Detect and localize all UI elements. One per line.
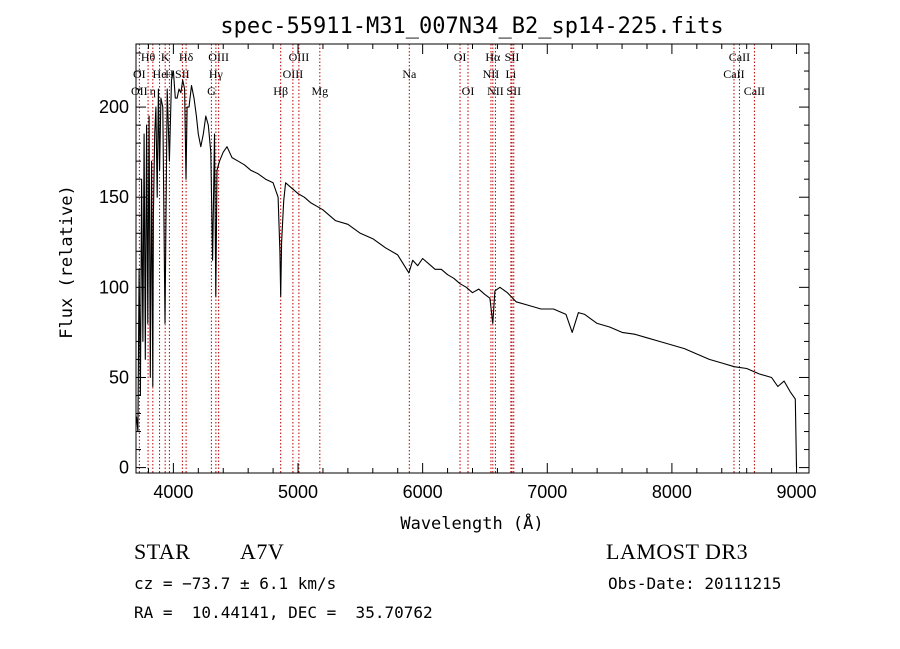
spectral-subclass: A7V (240, 539, 285, 564)
spectral-line-label: Hδ (179, 50, 194, 64)
object-class: STAR (134, 539, 191, 564)
y-tick-label: 150 (99, 187, 129, 207)
spectral-line-label: CaII (723, 67, 744, 81)
spectral-line-label: OI (462, 84, 475, 98)
spectral-line-label: K (161, 50, 170, 64)
chart-title: spec-55911-M31_007N34_B2_sp14-225.fits (220, 14, 723, 39)
spectral-line-label: OIII (283, 67, 304, 81)
x-tick-label: 5000 (278, 482, 318, 502)
spectral-line-label: NII (487, 84, 504, 98)
spectral-line-label: Na (402, 67, 417, 81)
x-tick-label: 4000 (153, 482, 193, 502)
spectral-line-label: η (150, 84, 156, 98)
spectral-line-label: OI (133, 67, 146, 81)
y-axis: 0 50 100 150 200 (99, 52, 809, 478)
spectral-line-label: OII (131, 84, 148, 98)
y-tick-label: 200 (99, 97, 129, 117)
x-tick-label: 7000 (527, 482, 567, 502)
spectral-line-label: CaII (744, 84, 765, 98)
spectral-line-label: Hγ (209, 67, 224, 81)
spectral-line-label: Li (506, 67, 517, 81)
spectral-line-label: NII (483, 67, 500, 81)
y-tick-label: 50 (109, 367, 129, 387)
spectrum-line (135, 70, 798, 468)
spectral-line-label: OI (454, 50, 467, 64)
y-tick-label: 100 (99, 277, 129, 297)
spectral-line-label: CaII (729, 50, 750, 64)
x-axis: 4000 5000 6000 7000 8000 9000 (147, 44, 817, 502)
x-axis-label: Wavelength (Å) (400, 512, 543, 534)
spectral-line-label: Mg (311, 84, 328, 98)
coordinates: RA = 10.44141, DEC = 35.70762 (134, 603, 433, 622)
spectral-line-label: Hβ (273, 84, 288, 98)
spectral-line-label: OIII (289, 50, 310, 64)
x-tick-label: 9000 (777, 482, 817, 502)
spectral-line-markers (138, 44, 755, 473)
observation-date: Obs-Date: 20111215 (608, 574, 782, 593)
redshift-cz: cz = −73.7 ± 6.1 km/s (134, 574, 337, 593)
spectral-line-label: Hα (485, 50, 501, 64)
spectral-line-label: G (207, 84, 216, 98)
survey-name: LAMOST DR3 (606, 539, 749, 564)
y-tick-label: 0 (119, 458, 129, 478)
spectral-line-labels: OII Hθ OI He η KH Hδ SII OIII Hγ G Hβ OIII OIII Mg Na OI… (131, 50, 765, 98)
spectral-line-label: He (153, 67, 167, 81)
spectral-line-label: OIII (208, 50, 229, 64)
x-tick-label: 8000 (652, 482, 692, 502)
plot-frame (135, 43, 810, 474)
x-tick-label: 6000 (403, 482, 443, 502)
spectral-line-label: SII (506, 84, 521, 98)
spectral-line-label: SII (505, 50, 520, 64)
spectral-line-label: Hθ (141, 50, 156, 64)
spectral-line-label: H (165, 67, 174, 81)
y-axis-label: Flux (relative) (57, 185, 77, 339)
spectral-line-label: SII (175, 67, 190, 81)
